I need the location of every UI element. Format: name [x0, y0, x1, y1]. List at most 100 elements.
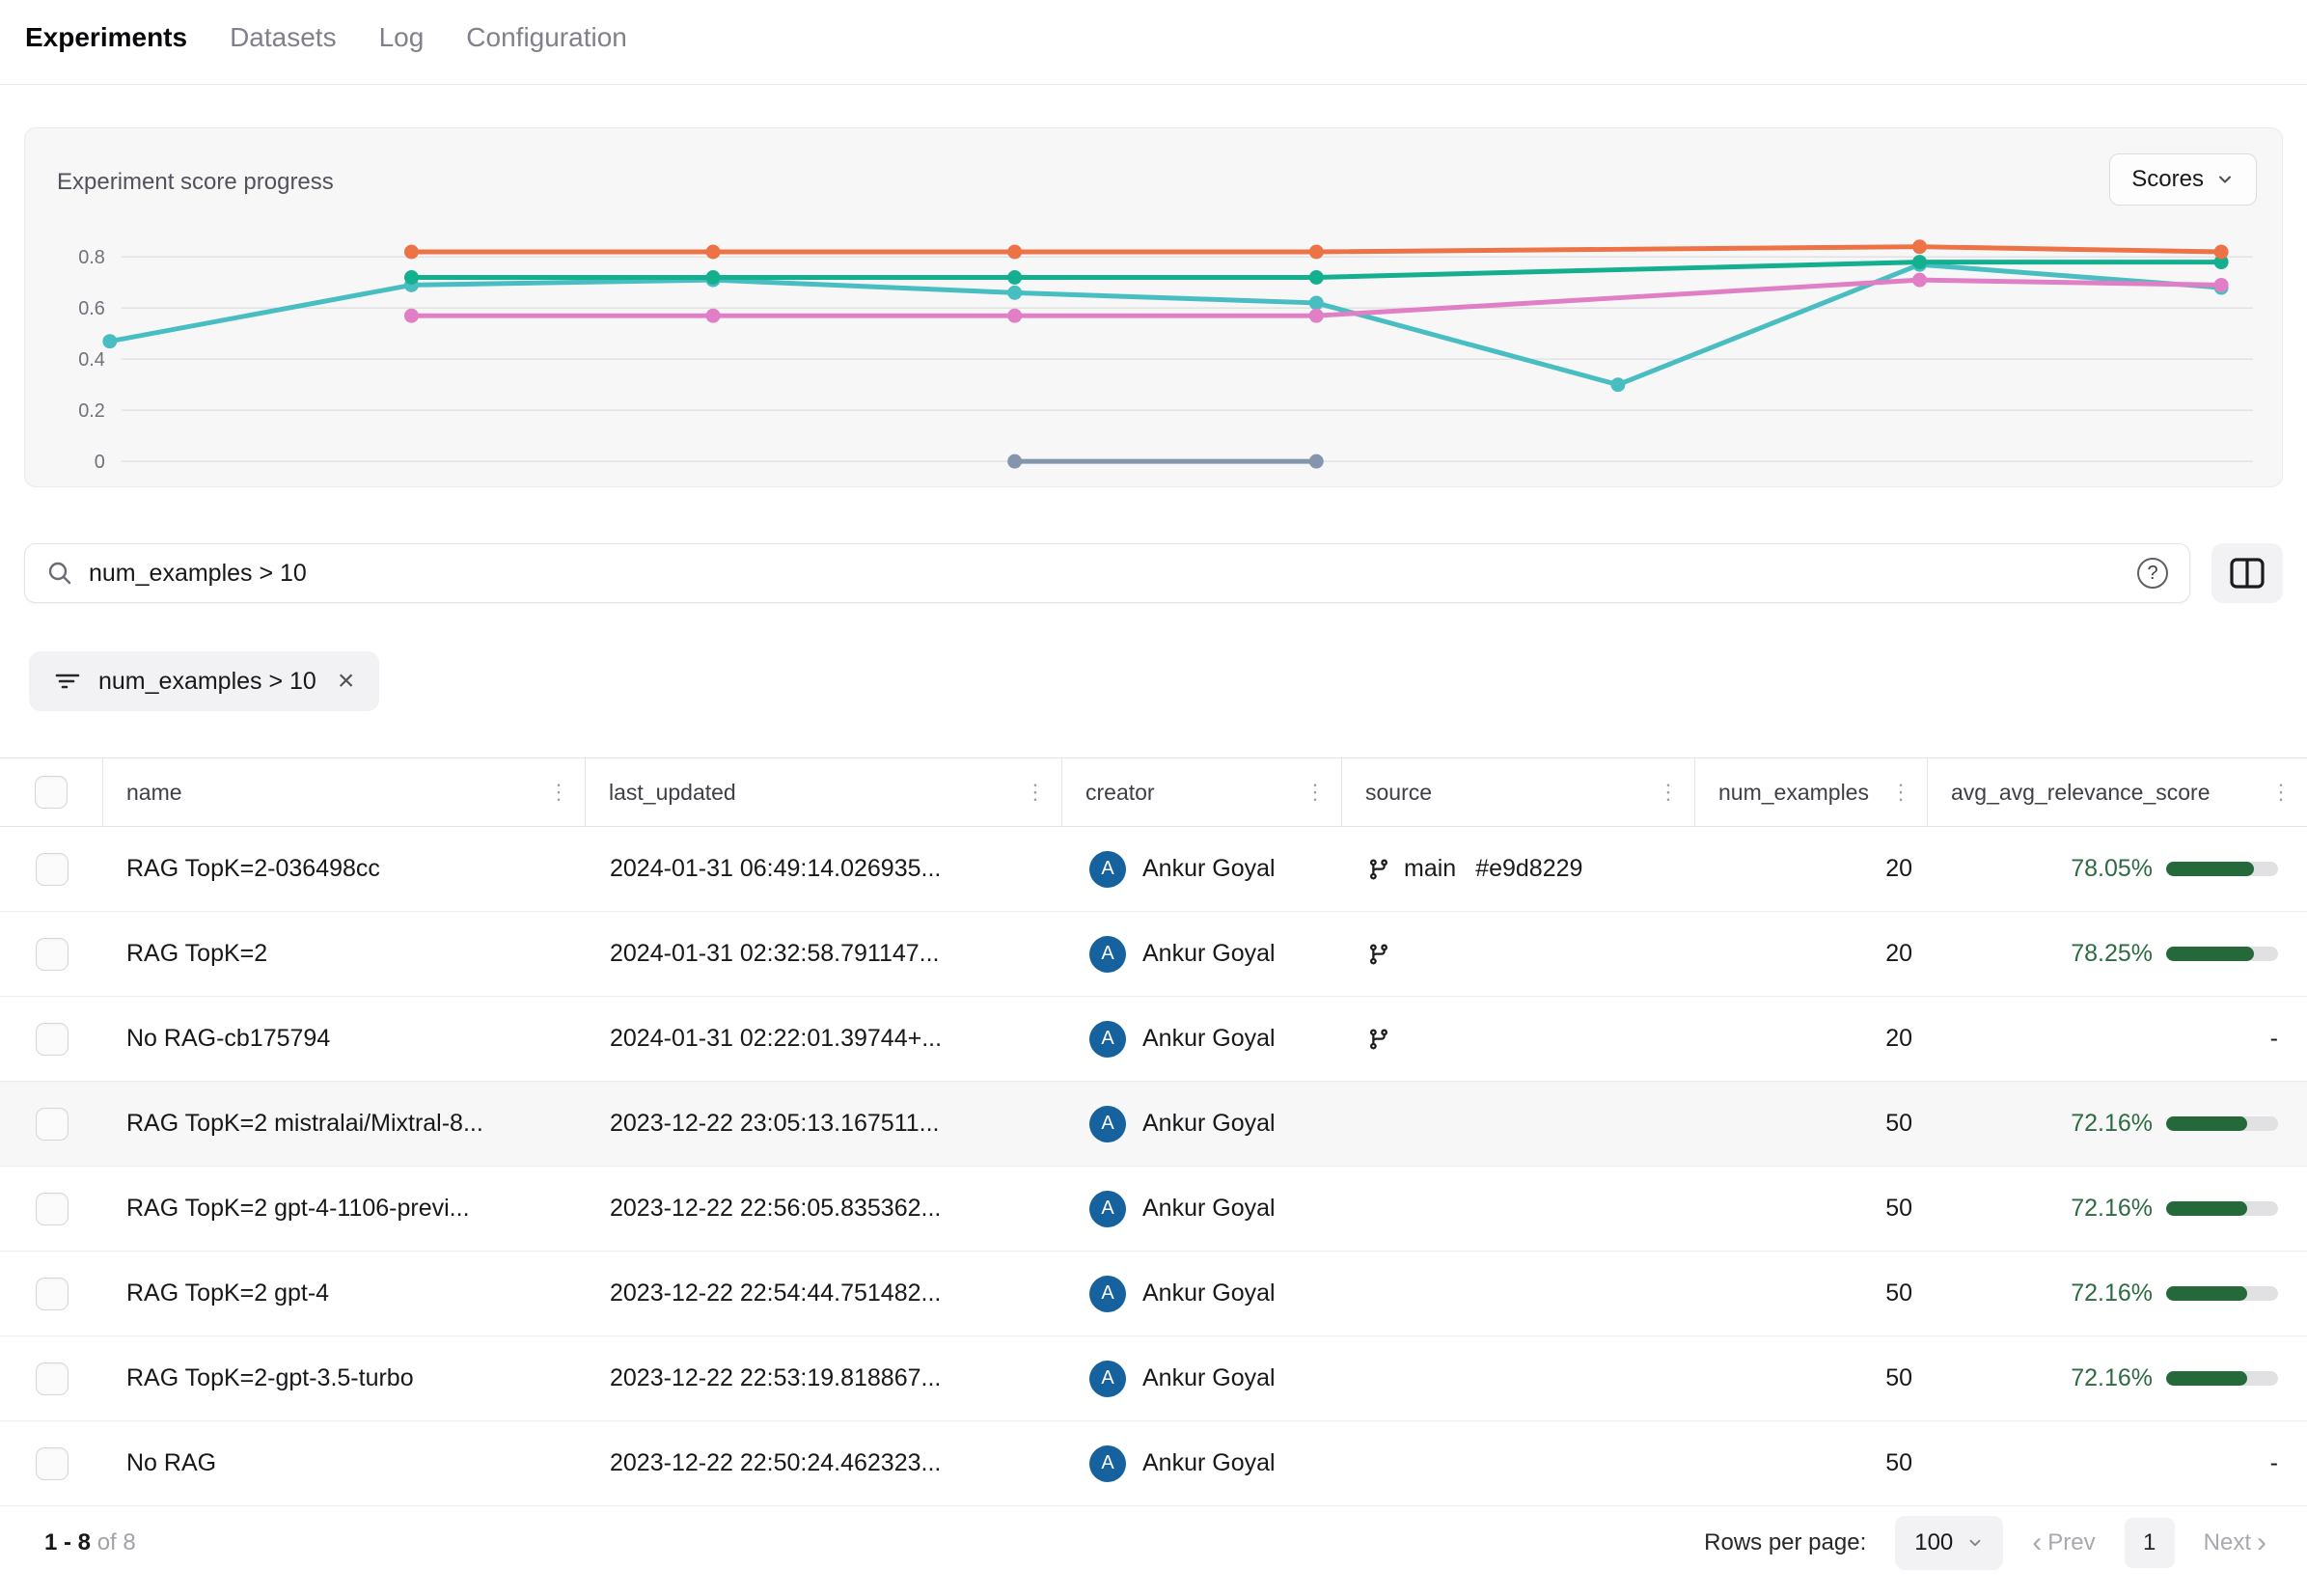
creator-name: Ankur Goyal: [1142, 1110, 1276, 1138]
num-examples: 50: [1695, 1195, 1928, 1223]
num-examples: 50: [1695, 1449, 1928, 1477]
row-checkbox[interactable]: [36, 1108, 69, 1141]
rows-per-page-select[interactable]: 100: [1895, 1516, 2003, 1570]
column-menu-icon[interactable]: ⋮: [1658, 780, 1679, 805]
tab-experiments[interactable]: Experiments: [25, 22, 187, 53]
row-checkbox[interactable]: [36, 1193, 69, 1225]
filter-icon: [54, 669, 81, 694]
column-header-num-examples[interactable]: num_examples⋮: [1695, 758, 1928, 826]
scores-dropdown-label: Scores: [2131, 166, 2204, 193]
experiment-name: RAG TopK=2 gpt-4-1106-previ...: [103, 1195, 586, 1223]
table-row[interactable]: RAG TopK=2-gpt-3.5-turbo2023-12-22 22:53…: [0, 1336, 2307, 1421]
score-cell: 72.16%: [1928, 1280, 2307, 1307]
score-percent: 72.16%: [2071, 1364, 2153, 1392]
column-menu-icon[interactable]: ⋮: [2270, 780, 2292, 805]
row-checkbox-cell: [0, 1023, 103, 1056]
table-row[interactable]: No RAG2023-12-22 22:50:24.462323...AAnku…: [0, 1421, 2307, 1506]
score-cell: 72.16%: [1928, 1364, 2307, 1392]
row-checkbox[interactable]: [36, 853, 69, 886]
table-row[interactable]: RAG TopK=2 gpt-42023-12-22 22:54:44.7514…: [0, 1252, 2307, 1336]
creator-cell: A Ankur Goyal: [1062, 1106, 1342, 1142]
column-menu-icon[interactable]: ⋮: [1025, 780, 1046, 805]
column-header-last-updated[interactable]: last_updated⋮: [586, 758, 1062, 826]
data-point-pink: [1912, 273, 1927, 288]
score-cell: 72.16%: [1928, 1110, 2307, 1138]
avatar: A: [1089, 1191, 1126, 1227]
column-menu-icon[interactable]: ⋮: [548, 780, 569, 805]
select-all-checkbox[interactable]: [35, 776, 68, 809]
score-percent: 72.16%: [2071, 1280, 2153, 1307]
avatar: A: [1089, 1021, 1126, 1058]
tab-datasets[interactable]: Datasets: [230, 22, 337, 53]
y-axis-tick-label: 0.2: [78, 400, 105, 422]
creator-cell: AAnkur Goyal: [1062, 1276, 1342, 1312]
last-updated: 2023-12-22 22:56:05.835362...: [586, 1195, 1062, 1223]
column-menu-icon[interactable]: ⋮: [1890, 780, 1911, 805]
row-checkbox-cell: [0, 1278, 103, 1310]
tab-log[interactable]: Log: [379, 22, 425, 53]
row-checkbox[interactable]: [36, 938, 69, 971]
score-cell: -: [1928, 1025, 2307, 1053]
score-bar: [2166, 1116, 2278, 1131]
row-checkbox[interactable]: [36, 1278, 69, 1310]
data-point-green: [1309, 270, 1324, 285]
tab-configuration[interactable]: Configuration: [466, 22, 627, 53]
y-axis-tick-label: 0.8: [78, 247, 105, 268]
git-branch-icon: [1367, 943, 1390, 966]
next-page-button[interactable]: Next ›: [2204, 1529, 2266, 1556]
score-percent: 72.16%: [2071, 1195, 2153, 1223]
prev-page-button[interactable]: ‹ Prev: [2032, 1529, 2095, 1556]
data-point-pink: [1007, 309, 1022, 323]
score-cell: -: [1928, 1449, 2307, 1477]
column-header-source[interactable]: source⋮: [1342, 758, 1695, 826]
table-row[interactable]: RAG TopK=22024-01-31 02:32:58.791147...A…: [0, 912, 2307, 997]
search-box: ?: [24, 543, 2190, 603]
data-point-pink: [706, 309, 721, 323]
scores-dropdown-button[interactable]: Scores: [2109, 153, 2257, 206]
filter-chip[interactable]: num_examples > 10 ×: [29, 651, 379, 711]
table-row[interactable]: RAG TopK=2 mistralai/Mixtral-8...2023-12…: [0, 1082, 2307, 1167]
search-icon: [46, 560, 73, 587]
columns-icon: [2230, 558, 2265, 589]
avatar: A: [1089, 1106, 1126, 1142]
data-point-cyan: [1610, 377, 1625, 392]
row-checkbox-cell: [0, 1447, 103, 1480]
experiment-name: RAG TopK=2-036498cc: [103, 855, 586, 883]
num-examples: 50: [1695, 1280, 1928, 1307]
help-icon[interactable]: ?: [2137, 558, 2168, 589]
search-row: ?: [24, 543, 2283, 603]
creator-cell: AAnkur Goyal: [1062, 1191, 1342, 1227]
score-cell: 78.05%: [1928, 855, 2307, 883]
data-point-orange: [706, 245, 721, 260]
columns-toggle-button[interactable]: [2211, 543, 2283, 603]
source-commit: #e9d8229: [1469, 855, 1582, 883]
creator-cell: AAnkur Goyal: [1062, 1445, 1342, 1482]
table-row[interactable]: No RAG-cb1757942024-01-31 02:22:01.39744…: [0, 997, 2307, 1082]
search-input[interactable]: [89, 560, 2122, 588]
score-progress-chart: 0.80.60.40.20: [25, 128, 2282, 486]
column-header-creator[interactable]: creator⋮: [1062, 758, 1342, 826]
last-updated: 2024-01-31 02:32:58.791147...: [586, 940, 1062, 968]
row-checkbox[interactable]: [36, 1447, 69, 1480]
chart-title: Experiment score progress: [57, 169, 334, 196]
column-header-name[interactable]: name⋮: [103, 758, 586, 826]
score-empty: -: [2270, 1025, 2278, 1053]
row-checkbox[interactable]: [36, 1362, 69, 1395]
row-checkbox-cell: [0, 853, 103, 886]
last-updated: 2023-12-22 22:50:24.462323...: [586, 1449, 1062, 1477]
last-updated: 2023-12-22 23:05:13.167511...: [586, 1110, 1062, 1138]
data-point-orange: [1309, 245, 1324, 260]
column-menu-icon[interactable]: ⋮: [1305, 780, 1326, 805]
table-row[interactable]: RAG TopK=2 gpt-4-1106-previ...2023-12-22…: [0, 1167, 2307, 1252]
data-point-cyan: [1007, 286, 1022, 300]
current-page-button[interactable]: 1: [2125, 1518, 2175, 1568]
data-point-cyan: [102, 334, 117, 348]
column-header-avg-avg-relevance-score[interactable]: avg_avg_relevance_score⋮: [1928, 758, 2307, 826]
remove-filter-icon[interactable]: ×: [334, 667, 355, 696]
y-axis-tick-label: 0: [95, 452, 105, 473]
num-examples: 20: [1695, 1025, 1928, 1053]
git-branch-icon: [1367, 858, 1390, 881]
avatar: A: [1089, 936, 1126, 973]
row-checkbox[interactable]: [36, 1023, 69, 1056]
table-row[interactable]: RAG TopK=2-036498cc2024-01-31 06:49:14.0…: [0, 827, 2307, 912]
